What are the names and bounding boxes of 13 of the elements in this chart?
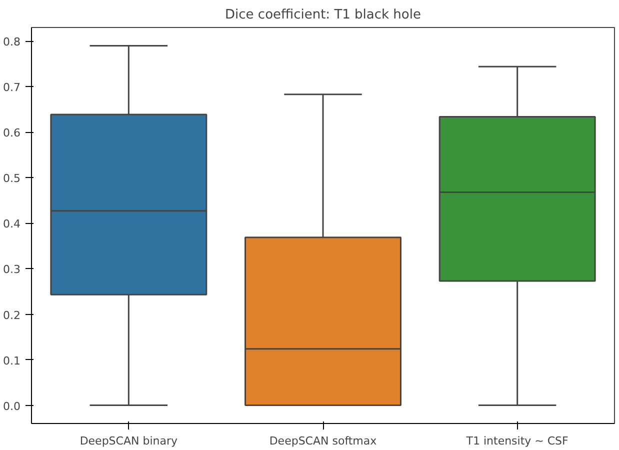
y-tick-label: 0.7 [3, 81, 21, 94]
y-tick-label: 0.6 [3, 126, 21, 140]
y-tick-label: 0.0 [3, 400, 21, 413]
y-tick-label: 0.5 [3, 172, 21, 186]
y-tick-label: 0.3 [3, 263, 21, 276]
x-tick-label: DeepSCAN softmax [269, 434, 378, 448]
y-tick-label: 0.1 [3, 354, 21, 368]
y-tick-label: 0.2 [3, 308, 21, 322]
x-tick-label: DeepSCAN binary [80, 434, 178, 448]
x-tick-label: T1 intensity ~ CSF [465, 434, 568, 448]
chart-title: Dice coefficient: T1 black hole [225, 8, 421, 22]
y-tick-label: 0.4 [3, 218, 21, 231]
y-tick-label: 0.8 [3, 36, 21, 49]
